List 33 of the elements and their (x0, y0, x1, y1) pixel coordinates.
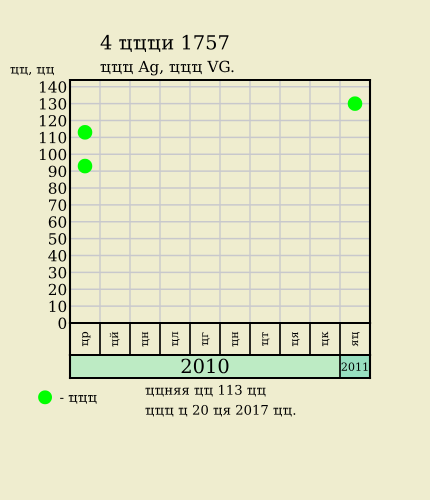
y-tick-label: 10 (50, 300, 66, 312)
y-tick-label: 60 (48, 216, 66, 228)
x-tick-label: ҵн (232, 332, 240, 346)
x-tick-label: ҵя (292, 332, 300, 346)
y-tick-label: 140 (40, 81, 66, 93)
y-tick-label: 30 (48, 266, 66, 278)
y-axis-title: ҵҵ, ҵҵ (10, 66, 54, 76)
chart-subtitle: ҵҵҵ Ag, ҵҵҵ VG. (100, 60, 234, 76)
y-tick-label: 120 (40, 114, 66, 127)
y-tick-label: 80 (48, 182, 66, 194)
x-tick-label: ҵр (82, 332, 90, 346)
x-tick-label: ҵг (202, 332, 210, 346)
text: 2011 (342, 362, 368, 371)
y-tick-label: 40 (48, 250, 66, 262)
y-tick-label: 50 (49, 233, 66, 245)
x-tick-label: ҵн (142, 332, 150, 346)
y-tick-label: 110 (40, 132, 66, 144)
y-tick-label: 100 (40, 148, 66, 160)
y-tick-label: 130 (40, 98, 66, 110)
x-tick-label: яҵ (352, 332, 360, 346)
x-tick-label: ҵл (172, 332, 180, 346)
text: ҵҵняя ҵҵ 113 ҵҵ (146, 384, 266, 396)
x-tick-label: ҵй (110, 332, 120, 346)
text: 2010 (182, 358, 228, 374)
y-tick-label: 90 (48, 166, 66, 178)
y-tick-label: 20 (48, 284, 66, 296)
y-tick-label: 0 (58, 317, 66, 330)
x-tick-label: ҵт (262, 332, 270, 346)
y-tick-label: 70 (49, 199, 66, 211)
x-tick-label: ҵк (322, 332, 330, 346)
legend-label: - ҵҵҵ (60, 395, 97, 404)
text: ҵҵҵ ҵ 20 ҵя 2017 ҵҵ. (146, 404, 296, 416)
chart-title: 4 ҵҵҵи 1757 (100, 34, 228, 52)
